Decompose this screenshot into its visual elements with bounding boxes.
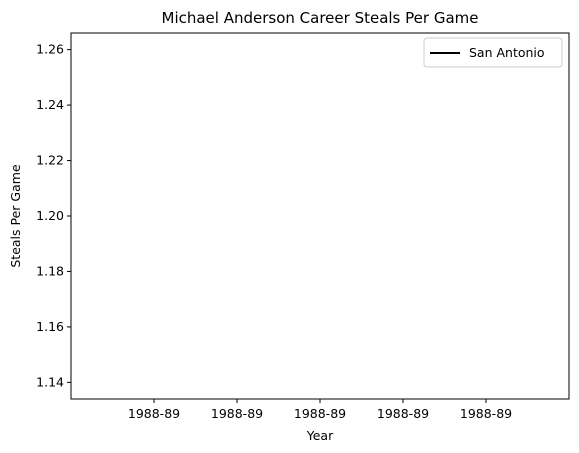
x-tick-label: 1988-89: [294, 406, 346, 421]
y-tick-label: 1.22: [36, 153, 64, 168]
y-tick-label: 1.16: [36, 319, 64, 334]
x-tick-label: 1988-89: [460, 406, 512, 421]
plot-area: [70, 32, 570, 400]
y-axis-label: Steals Per Game: [8, 164, 23, 268]
x-tick-label: 1988-89: [211, 406, 263, 421]
y-tick-label: 1.26: [36, 42, 64, 57]
x-axis: 1988-89 1988-89 1988-89 1988-89 1988-89: [128, 399, 512, 421]
y-tick-label: 1.18: [36, 263, 64, 278]
x-tick-label: 1988-89: [128, 406, 180, 421]
legend-box: [423, 37, 563, 68]
legend-label-san-antonio: San Antonio: [469, 45, 545, 60]
y-tick-label: 1.24: [36, 97, 64, 112]
y-tick-label: 1.14: [36, 374, 64, 389]
chart-title: Michael Anderson Career Steals Per Game: [162, 9, 479, 27]
y-axis: 1.14 1.16 1.18 1.20 1.22 1.24 1.26: [36, 42, 71, 389]
y-tick-label: 1.20: [36, 208, 64, 223]
x-tick-label: 1988-89: [377, 406, 429, 421]
x-axis-label: Year: [306, 428, 334, 443]
legend: San Antonio: [423, 37, 563, 68]
